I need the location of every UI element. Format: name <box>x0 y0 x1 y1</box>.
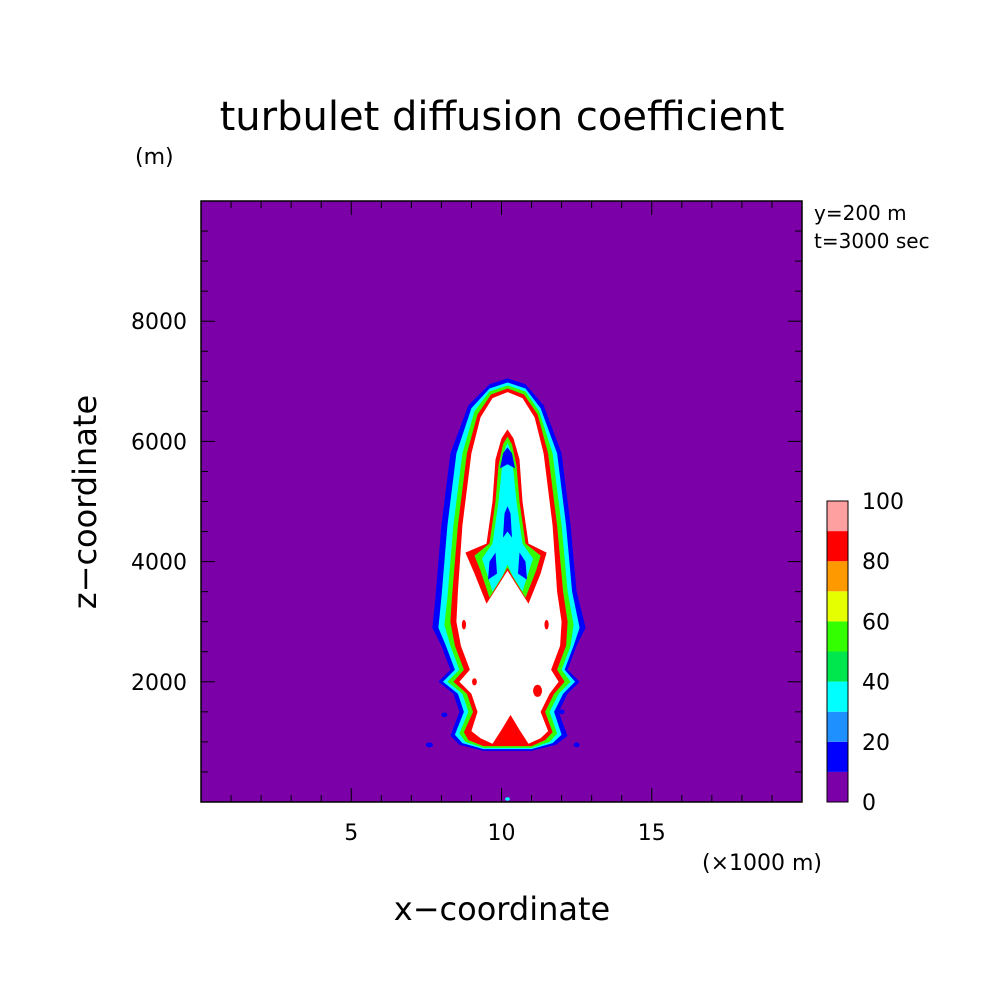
contour-inner-blue-top <box>500 447 515 469</box>
colorbar-swatch <box>827 771 848 802</box>
colorbar-swatch <box>827 711 848 742</box>
contour-inner-blue-mid <box>503 506 512 538</box>
y-tick-label: 4000 <box>131 551 187 576</box>
colorbar-tick-label: 80 <box>862 550 890 575</box>
contour-blob <box>441 712 448 718</box>
y-tick-label: 2000 <box>131 671 187 696</box>
y-unit-label: (m) <box>135 145 174 170</box>
colorbar-tick-label: 0 <box>862 791 876 816</box>
colorbar-tick-label: 20 <box>862 731 890 756</box>
colorbar: 0 20 40 60 80 100 <box>826 490 904 816</box>
colorbar-swatch <box>827 531 848 562</box>
contour-blob <box>558 709 565 715</box>
colorbar-swatch <box>827 591 848 622</box>
annotation-t: t=3000 sec <box>814 229 930 253</box>
axes: 5 10 15 2000 4000 6000 8000 <box>131 200 803 846</box>
plot-area <box>201 201 802 802</box>
x-tick-label: 5 <box>344 821 358 846</box>
y-tick-label: 6000 <box>131 430 187 455</box>
colorbar-tick-label: 60 <box>862 610 890 635</box>
colorbar-tick-label: 40 <box>862 671 890 696</box>
colorbar-tick-label: 100 <box>862 490 904 515</box>
contour-blob <box>472 678 477 686</box>
x-tick-label: 10 <box>488 821 516 846</box>
colorbar-frame <box>826 500 849 803</box>
contour-blob <box>533 684 543 697</box>
contour-blob <box>544 619 549 630</box>
colorbar-swatch <box>827 621 848 652</box>
contour-blob <box>573 742 580 748</box>
colorbar-swatch <box>827 501 848 532</box>
chart-title: turbulet diffusion coefficient <box>220 94 785 140</box>
contour-blob <box>425 742 433 748</box>
annotation-y: y=200 m <box>814 201 907 225</box>
colorbar-swatch <box>827 681 848 712</box>
colorbar-swatch <box>827 651 848 682</box>
x-axis-label: x−coordinate <box>394 890 610 928</box>
y-tick-label: 8000 <box>131 310 187 335</box>
contour-lobe-right-blue <box>518 552 527 580</box>
x-tick-label: 15 <box>638 821 666 846</box>
contour-blob <box>505 797 510 801</box>
x-unit-label: (×1000 m) <box>702 851 822 876</box>
y-axis-label: z−coordinate <box>66 395 104 609</box>
colorbar-swatch <box>827 741 848 772</box>
contour-lobe-left-blue <box>488 552 497 580</box>
colorbar-swatch <box>827 561 848 592</box>
contour-blob <box>461 619 467 630</box>
